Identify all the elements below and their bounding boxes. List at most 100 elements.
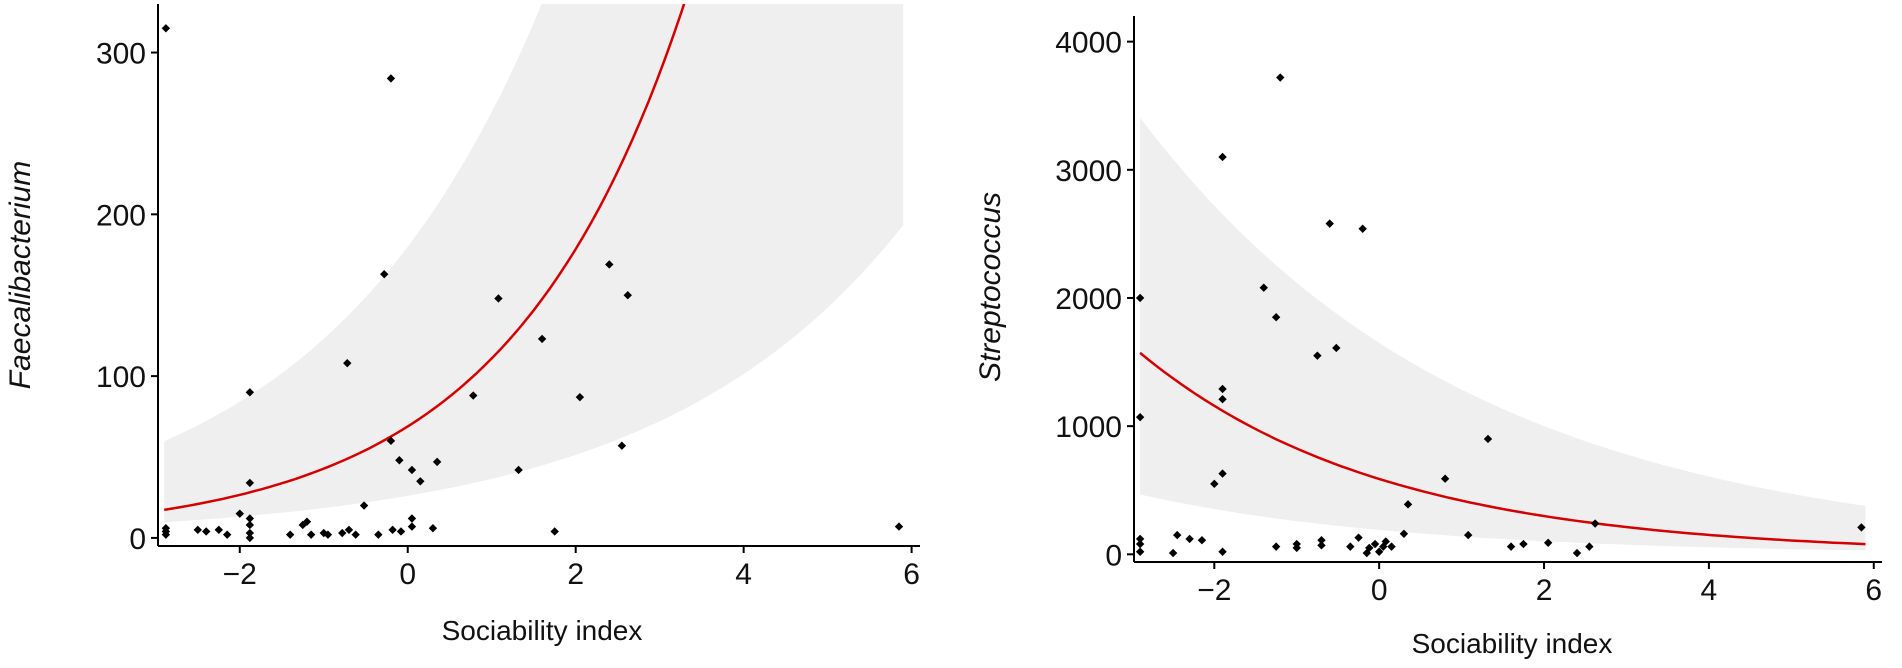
data-point bbox=[1572, 548, 1582, 558]
data-point bbox=[193, 525, 202, 535]
data-point bbox=[1403, 500, 1413, 509]
data-point bbox=[1317, 541, 1326, 550]
data-point bbox=[1218, 469, 1227, 478]
data-point bbox=[894, 522, 904, 531]
data-point bbox=[1365, 543, 1374, 553]
y-tick-label: 4000 bbox=[1055, 27, 1122, 60]
data-point bbox=[1197, 536, 1207, 545]
data-point bbox=[1463, 530, 1473, 540]
data-point bbox=[1332, 343, 1341, 353]
data-point bbox=[302, 517, 312, 526]
data-point bbox=[306, 530, 316, 539]
data-point bbox=[245, 520, 255, 530]
x-tick-label: 4 bbox=[1701, 574, 1718, 607]
data-point bbox=[575, 392, 585, 402]
data-point bbox=[319, 528, 328, 538]
data-point bbox=[1483, 434, 1493, 444]
data-point bbox=[1590, 519, 1600, 528]
data-point bbox=[407, 514, 417, 523]
data-point bbox=[514, 465, 523, 475]
data-point bbox=[386, 436, 396, 446]
data-point bbox=[1358, 224, 1367, 233]
data-point bbox=[351, 530, 360, 539]
data-point bbox=[201, 527, 211, 536]
data-point bbox=[1218, 547, 1227, 556]
data-point bbox=[1387, 542, 1396, 551]
chart-faecalibacterium: −2 0 2 4 6 0 100 200 300 Sociability index Faec… bbox=[4, 4, 920, 646]
data-point bbox=[1519, 539, 1528, 549]
chart-streptococcus: −2 0 2 4 6 0 1000 2000 3000 4000 Sociability ind… bbox=[974, 16, 1882, 659]
data-point bbox=[1173, 530, 1182, 540]
data-point bbox=[605, 260, 614, 269]
data-point bbox=[1354, 533, 1363, 542]
data-point bbox=[214, 525, 223, 535]
y-tick-label: 0 bbox=[129, 523, 146, 556]
data-point bbox=[245, 478, 255, 488]
data-point bbox=[235, 509, 244, 518]
data-point bbox=[386, 74, 396, 83]
data-points bbox=[1135, 73, 1866, 558]
data-point bbox=[537, 334, 547, 344]
data-point bbox=[1399, 529, 1409, 539]
x-tick-label: 4 bbox=[735, 558, 752, 591]
data-point bbox=[396, 527, 406, 536]
data-point bbox=[1185, 534, 1194, 544]
x-tick-label: −2 bbox=[223, 558, 257, 591]
data-point bbox=[1370, 539, 1380, 549]
x-tick-label: 2 bbox=[1536, 574, 1553, 607]
data-point bbox=[617, 441, 627, 450]
data-point bbox=[407, 522, 417, 531]
data-point bbox=[161, 524, 171, 533]
data-point bbox=[1135, 547, 1145, 556]
data-point bbox=[388, 525, 397, 535]
data-point bbox=[407, 465, 417, 475]
data-point bbox=[1135, 412, 1145, 422]
data-point bbox=[1218, 152, 1227, 162]
fit-curve bbox=[1139, 351, 1866, 546]
x-tick-label: 6 bbox=[1865, 574, 1882, 607]
confidence-band bbox=[1140, 117, 1866, 551]
data-point bbox=[1135, 534, 1145, 544]
data-point bbox=[395, 456, 404, 465]
data-point bbox=[1259, 283, 1268, 292]
y-tick-label: 3000 bbox=[1055, 155, 1122, 188]
x-tick-label: 2 bbox=[567, 558, 584, 591]
data-point bbox=[323, 530, 333, 539]
data-point bbox=[1210, 479, 1219, 489]
data-point bbox=[1506, 542, 1516, 551]
data-point bbox=[1168, 548, 1178, 558]
x-tick-label: 6 bbox=[903, 558, 920, 591]
fit-curve bbox=[163, 4, 686, 512]
data-point bbox=[494, 294, 503, 303]
data-point bbox=[1857, 523, 1866, 532]
data-point bbox=[1271, 542, 1281, 551]
data-point bbox=[1135, 293, 1145, 303]
y-tick-label: 200 bbox=[96, 199, 146, 232]
data-point bbox=[374, 530, 383, 539]
data-point bbox=[1374, 547, 1384, 556]
data-point bbox=[359, 501, 369, 510]
data-point bbox=[1585, 542, 1594, 551]
data-point bbox=[245, 388, 255, 397]
data-point bbox=[428, 524, 438, 533]
y-ticks: 0 1000 2000 3000 4000 bbox=[1055, 27, 1134, 572]
data-points bbox=[161, 24, 904, 543]
x-tick-label: 0 bbox=[399, 558, 416, 591]
y-axis-title: Faecalibacterium bbox=[4, 161, 37, 389]
data-point bbox=[416, 477, 425, 486]
data-point bbox=[245, 533, 255, 543]
data-point bbox=[1325, 219, 1334, 228]
x-ticks: −2 0 2 4 6 bbox=[223, 546, 920, 591]
y-tick-label: 300 bbox=[96, 38, 146, 71]
data-point bbox=[1271, 312, 1281, 322]
data-point bbox=[1381, 537, 1390, 546]
data-point bbox=[343, 358, 352, 368]
data-point bbox=[245, 514, 255, 523]
data-point bbox=[222, 530, 232, 539]
data-point bbox=[344, 525, 354, 535]
data-point bbox=[1313, 351, 1322, 360]
data-point bbox=[1218, 395, 1227, 404]
data-point bbox=[1317, 536, 1326, 545]
data-point bbox=[432, 457, 442, 467]
y-ticks: 0 100 200 300 bbox=[96, 38, 158, 556]
